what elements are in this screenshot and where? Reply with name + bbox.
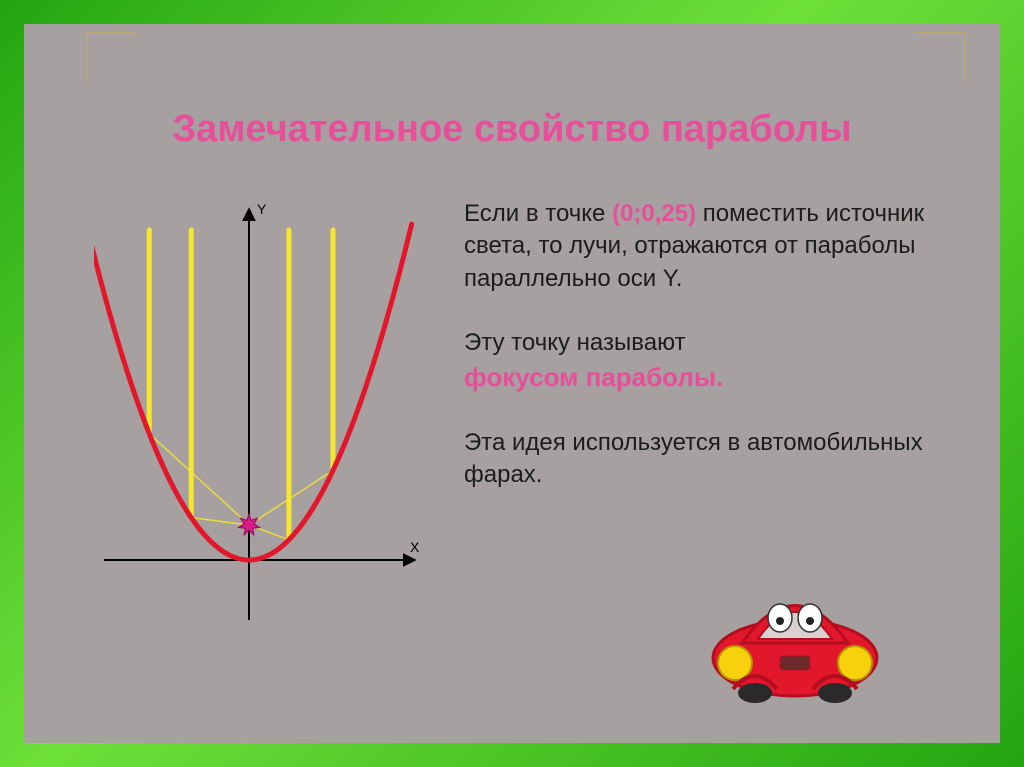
paragraph-focus-definition: Если в точке (0;0,25) поместить источник…: [464, 198, 964, 295]
focus-term: фокусом параболы.: [464, 362, 723, 392]
description-text: Если в точке (0;0,25) поместить источник…: [464, 198, 964, 524]
paragraph-focus-name: Эту точку называют фокусом параболы.: [464, 327, 964, 395]
text-fragment: Если в точке: [464, 200, 612, 227]
decorative-corner-frame: [86, 32, 966, 92]
paragraph-application: Эта идея используется в автомобильных фа…: [464, 427, 964, 492]
page-title: Замечательное свойство параболы: [24, 108, 1000, 151]
svg-text:Y: Y: [257, 201, 267, 217]
focus-point-value: (0;0,25): [612, 200, 696, 227]
parabola-chart: YX: [94, 180, 434, 640]
car-illustration: [700, 563, 890, 703]
svg-text:X: X: [410, 539, 420, 555]
text-fragment: Эту точку называют: [464, 329, 686, 356]
